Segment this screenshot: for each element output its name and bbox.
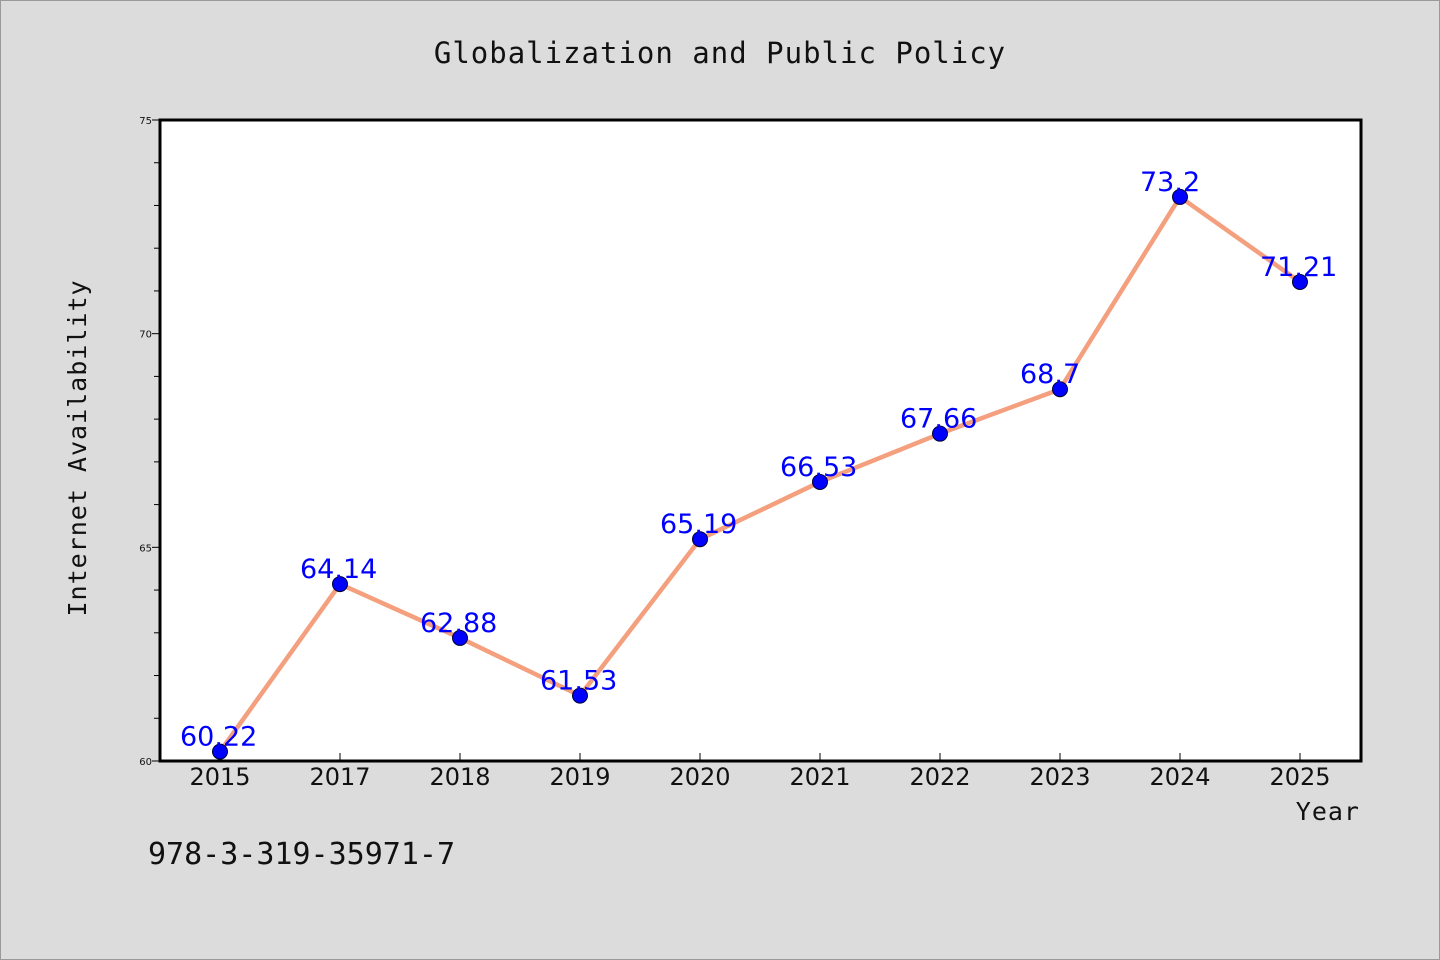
y-tick-label: 75: [139, 116, 152, 127]
data-point: [1052, 381, 1068, 398]
y-axis-label: Internet Availability: [63, 279, 92, 616]
x-tick-label: 2021: [789, 763, 850, 791]
y-tick-label: 65: [139, 543, 152, 554]
plot-area: [160, 120, 1361, 761]
data-label: 73.2: [1140, 167, 1200, 198]
data-label: 64.14: [300, 554, 377, 585]
x-tick-label: 2015: [189, 763, 250, 791]
y-tick-labels: 60 65 70 75: [139, 116, 152, 768]
x-tick-label: 2025: [1269, 763, 1330, 791]
data-label: 67.66: [900, 404, 977, 435]
data-label: 71.21: [1260, 252, 1337, 283]
data-point: [692, 531, 708, 548]
data-label: 61.53: [540, 666, 617, 697]
data-point: [932, 425, 948, 442]
x-tick-label: 2023: [1029, 763, 1090, 791]
data-labels: 60.22 64.14 62.88 61.53 65.19 66.53 67.66 68.7 7…: [180, 167, 1337, 753]
x-tick-labels: 2015 2017 2018 2019 2020 2021 2022 2023 2024 2025: [189, 763, 1330, 791]
data-label: 66.53: [780, 452, 857, 483]
x-tick-label: 2024: [1149, 763, 1210, 791]
plot-frame: [158, 118, 1363, 763]
data-point: [572, 687, 588, 704]
series-line: [217, 194, 1303, 754]
y-tick-label: 70: [139, 330, 152, 341]
data-point: [812, 473, 828, 490]
data-point: [212, 743, 228, 760]
series-markers: [212, 188, 1308, 760]
x-tick-label: 2017: [309, 763, 370, 791]
chart-title: Globalization and Public Policy: [434, 36, 1006, 70]
x-tick-label: 2022: [909, 763, 970, 791]
data-label: 60.22: [180, 722, 257, 753]
data-point: [332, 576, 348, 593]
data-label: 62.88: [420, 608, 497, 639]
data-label: 65.19: [660, 509, 737, 540]
data-point: [1172, 188, 1188, 205]
x-tick-label: 2019: [549, 763, 610, 791]
isbn-text: 978-3-319-35971-7: [148, 837, 455, 872]
y-tick-label: 60: [139, 757, 152, 768]
data-point: [1292, 273, 1308, 290]
x-tick-label: 2018: [429, 763, 490, 791]
x-axis-label: Year: [1296, 797, 1360, 826]
data-label: 68.7: [1020, 359, 1080, 390]
data-point: [452, 629, 468, 646]
x-tick-label: 2020: [669, 763, 730, 791]
